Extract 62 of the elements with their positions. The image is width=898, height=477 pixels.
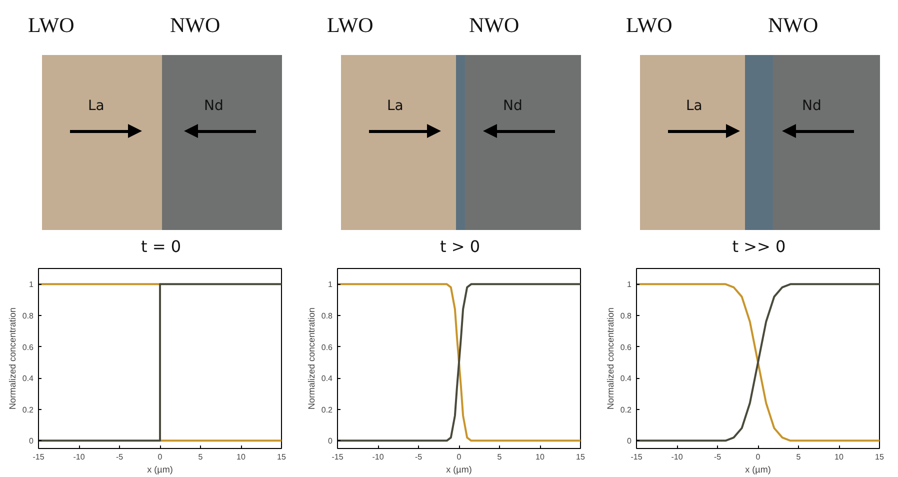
x-tick-label: -5 [116,452,124,462]
x-tick-label: 10 [834,452,844,462]
text: Nd [802,97,822,116]
line-series [338,283,580,442]
y-tick-label: 1 [29,280,34,290]
y-tick-label: 0.2 [321,405,334,414]
text: La [387,97,404,116]
text: LWO [626,12,672,39]
x-tick-label: 10 [536,452,545,462]
y-tick-label: 0.4 [22,374,34,384]
text: LWO [327,12,374,39]
y-tick-label: 0 [29,436,34,446]
text: Nd [503,97,522,116]
x-tick-label: -15 [332,452,344,462]
y-tick-label: 0.8 [22,311,34,320]
y-tick-label: 0.6 [620,342,632,352]
y-tick-label: 0.2 [620,405,632,414]
y-tick-label: 0.8 [620,311,632,320]
x-tick-label: 15 [576,452,586,462]
text: NWO [170,12,220,39]
x-tick-label: -5 [414,452,423,462]
x-tick-label: 15 [277,452,286,462]
x-tick-label: 5 [198,452,204,462]
y-axis-title: Normalized concentration [605,307,616,410]
x-tick-label: 10 [236,452,246,462]
y-tick-label: 0.6 [321,342,334,352]
y-tick-label: 0.2 [22,405,34,414]
text: LWO [28,12,74,39]
y-tick-label: 0 [328,436,334,446]
text: t = 0 [140,236,182,258]
x-axis-title: x (µm) [745,464,771,474]
text: t >> 0 [731,236,787,258]
x-tick-label: 0 [756,452,761,462]
text: t > 0 [438,236,482,258]
y-tick-label: 0 [627,436,632,446]
x-tick-label: -15 [32,452,45,462]
text: NWO [469,12,520,39]
x-tick-label: 5 [796,452,802,462]
x-tick-label: -15 [630,452,643,462]
line-series [636,283,880,442]
y-tick-label: 0.4 [620,374,632,384]
y-axis-title: Normalized concentration [7,307,18,410]
text: La [686,97,702,116]
x-tick-label: -10 [73,452,86,462]
x-tick-label: -10 [372,452,384,462]
x-tick-label: -10 [671,452,684,462]
text: NWO [768,12,818,39]
x-axis-title: x (µm) [446,464,472,474]
x-tick-label: 5 [497,452,502,462]
y-tick-label: 0.8 [321,311,334,320]
x-axis-title: x (µm) [147,464,173,474]
x-tick-label: 0 [456,452,462,462]
y-tick-label: 1 [627,280,632,290]
x-tick-label: 15 [875,452,884,462]
x-tick-label: -5 [714,452,722,462]
y-axis-title: Normalized concentration [306,307,316,410]
text: Nd [204,97,224,116]
y-tick-label: 0.6 [22,342,34,352]
x-tick-label: 0 [158,452,163,462]
text: La [88,97,104,116]
y-tick-label: 1 [328,280,334,290]
y-tick-label: 0.4 [321,374,334,384]
